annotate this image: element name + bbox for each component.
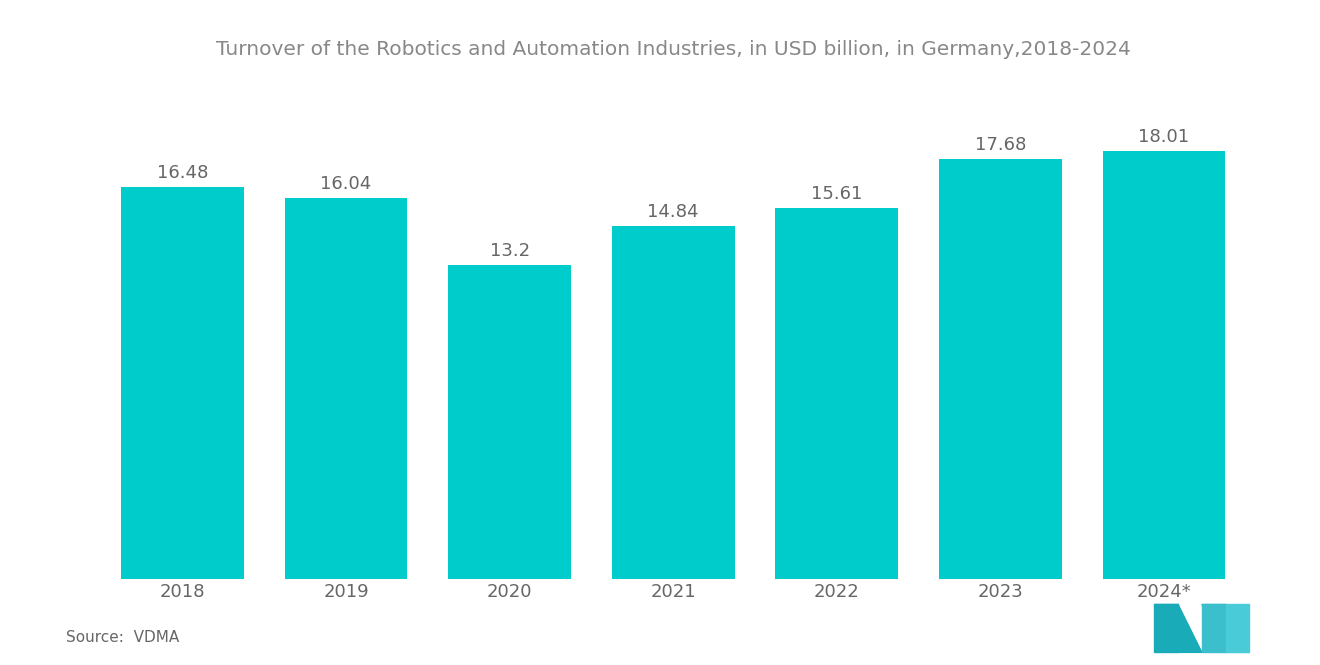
Bar	[449, 265, 572, 579]
Text: 16.04: 16.04	[321, 175, 372, 193]
Title: Turnover of the Robotics and Automation Industries, in USD billion, in Germany,2: Turnover of the Robotics and Automation …	[215, 40, 1131, 59]
Bar	[612, 226, 734, 579]
Polygon shape	[1226, 604, 1250, 652]
Text: 17.68: 17.68	[974, 136, 1026, 154]
Polygon shape	[1154, 604, 1179, 652]
Bar	[775, 207, 898, 579]
Bar	[939, 159, 1061, 579]
Polygon shape	[1203, 604, 1250, 652]
Text: Source:  VDMA: Source: VDMA	[66, 630, 180, 645]
Text: 14.84: 14.84	[647, 203, 700, 221]
Text: 16.48: 16.48	[157, 164, 209, 182]
Bar	[121, 187, 244, 579]
Text: 15.61: 15.61	[810, 185, 862, 203]
Bar	[285, 198, 408, 579]
Polygon shape	[1203, 604, 1226, 652]
Bar	[1102, 151, 1225, 579]
Text: 13.2: 13.2	[490, 242, 529, 260]
Polygon shape	[1154, 604, 1203, 652]
Text: 18.01: 18.01	[1138, 128, 1189, 146]
